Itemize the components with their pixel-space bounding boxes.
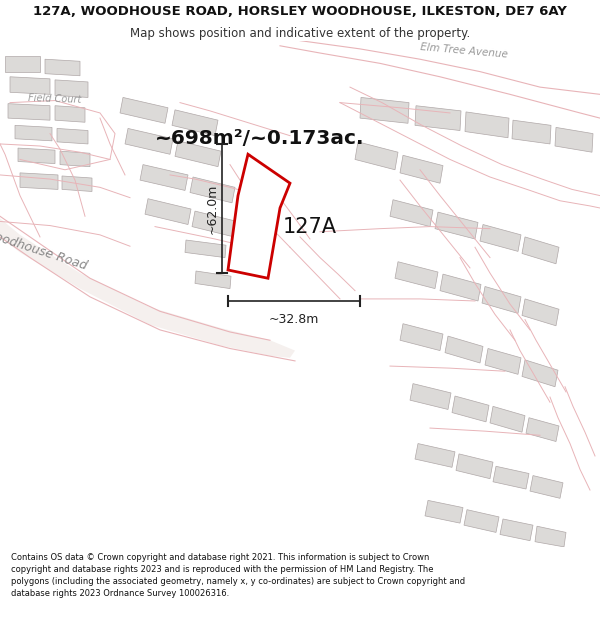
Polygon shape xyxy=(228,154,290,278)
Polygon shape xyxy=(410,384,451,409)
Polygon shape xyxy=(415,444,455,468)
Polygon shape xyxy=(185,240,226,258)
Polygon shape xyxy=(45,59,80,76)
Polygon shape xyxy=(5,56,40,72)
Polygon shape xyxy=(15,126,52,141)
Polygon shape xyxy=(60,151,90,167)
Polygon shape xyxy=(452,396,489,422)
Polygon shape xyxy=(512,120,551,144)
Polygon shape xyxy=(526,418,559,441)
Text: Field Court: Field Court xyxy=(28,92,82,104)
Polygon shape xyxy=(465,112,509,138)
Polygon shape xyxy=(485,349,521,374)
Polygon shape xyxy=(172,110,218,136)
Polygon shape xyxy=(482,286,521,313)
Polygon shape xyxy=(400,324,443,351)
Text: Elm Tree Avenue: Elm Tree Avenue xyxy=(420,41,508,59)
Polygon shape xyxy=(175,141,221,167)
Polygon shape xyxy=(445,336,483,363)
Text: Contains OS data © Crown copyright and database right 2021. This information is : Contains OS data © Crown copyright and d… xyxy=(11,553,465,598)
Polygon shape xyxy=(145,199,191,224)
Polygon shape xyxy=(125,129,173,154)
Polygon shape xyxy=(57,129,88,144)
Polygon shape xyxy=(500,519,533,541)
Polygon shape xyxy=(490,406,525,432)
Polygon shape xyxy=(355,142,398,170)
Text: Map shows position and indicative extent of the property.: Map shows position and indicative extent… xyxy=(130,27,470,39)
Polygon shape xyxy=(425,501,463,523)
Polygon shape xyxy=(360,98,409,123)
Polygon shape xyxy=(535,526,566,547)
Polygon shape xyxy=(0,218,295,357)
Polygon shape xyxy=(140,164,188,191)
Polygon shape xyxy=(522,299,559,326)
Polygon shape xyxy=(192,211,237,237)
Text: Woodhouse Road: Woodhouse Road xyxy=(0,227,89,273)
Polygon shape xyxy=(120,98,168,123)
Text: ~32.8m: ~32.8m xyxy=(269,313,319,326)
Polygon shape xyxy=(395,262,438,289)
Polygon shape xyxy=(555,127,593,152)
Polygon shape xyxy=(400,155,443,183)
Text: ~698m²/~0.173ac.: ~698m²/~0.173ac. xyxy=(155,129,365,148)
Polygon shape xyxy=(20,173,58,189)
Polygon shape xyxy=(440,274,481,301)
Polygon shape xyxy=(55,80,88,98)
Polygon shape xyxy=(522,360,558,387)
Polygon shape xyxy=(230,248,266,265)
Polygon shape xyxy=(456,454,493,479)
Polygon shape xyxy=(415,106,461,131)
Polygon shape xyxy=(18,148,55,164)
Polygon shape xyxy=(464,509,499,532)
Polygon shape xyxy=(62,176,92,191)
Polygon shape xyxy=(435,212,478,239)
Polygon shape xyxy=(522,237,559,264)
Polygon shape xyxy=(390,200,433,227)
Polygon shape xyxy=(493,466,529,489)
Polygon shape xyxy=(195,271,231,289)
Polygon shape xyxy=(190,177,235,203)
Polygon shape xyxy=(55,106,85,122)
Polygon shape xyxy=(480,224,521,251)
Text: 127A, WOODHOUSE ROAD, HORSLEY WOODHOUSE, ILKESTON, DE7 6AY: 127A, WOODHOUSE ROAD, HORSLEY WOODHOUSE,… xyxy=(33,6,567,18)
Polygon shape xyxy=(530,476,563,498)
Polygon shape xyxy=(10,77,50,94)
Polygon shape xyxy=(8,104,50,120)
Text: ~62.0m: ~62.0m xyxy=(205,183,218,234)
Text: 127A: 127A xyxy=(283,217,337,237)
